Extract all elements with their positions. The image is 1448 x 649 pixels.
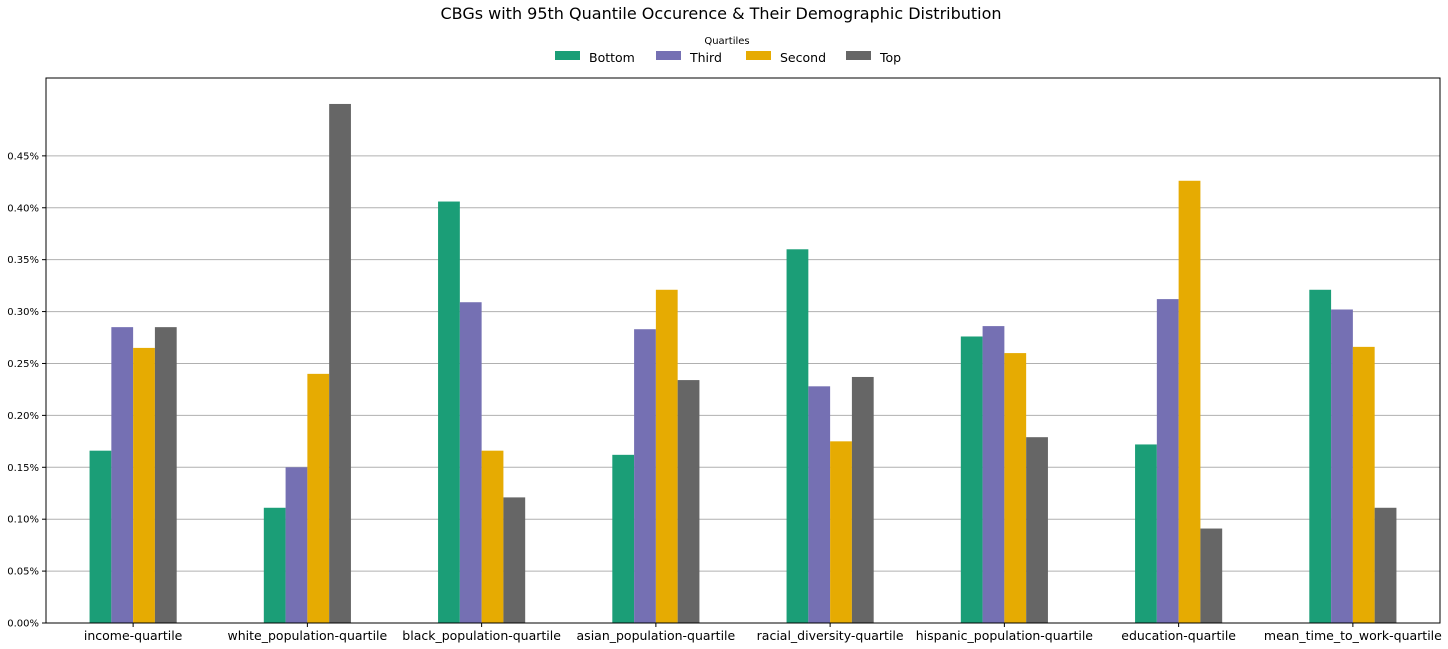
bar-top — [677, 380, 700, 623]
bar-bottom — [612, 454, 635, 623]
plot-frame — [45, 77, 1441, 624]
bar-third — [1156, 299, 1179, 623]
bar-top — [851, 376, 874, 623]
legend-swatch-second — [746, 51, 771, 60]
x-tick-label: asian_population-quartile — [577, 628, 736, 643]
legend-swatch-top — [846, 51, 871, 60]
bar-third — [982, 326, 1005, 623]
y-tick-label: 0.15% — [7, 463, 39, 474]
bar-third — [459, 302, 482, 623]
legend-label-third: Third — [689, 50, 722, 65]
bar-top — [503, 497, 526, 623]
y-tick-label: 0.05% — [7, 567, 39, 578]
bar-top — [154, 327, 177, 623]
y-gridlines — [46, 155, 1440, 572]
bar-top — [1374, 507, 1397, 623]
bar-bottom — [960, 336, 983, 623]
legend: Quartiles Bottom Third Second Top — [555, 36, 901, 65]
x-tick-label: black_population-quartile — [402, 628, 561, 643]
x-tick-label: income-quartile — [84, 628, 183, 643]
y-tick-label: 0.25% — [7, 359, 39, 370]
legend-label-second: Second — [780, 50, 826, 65]
bar-second — [830, 441, 852, 623]
bar-top — [1200, 528, 1223, 623]
bar-bottom — [786, 249, 809, 624]
bar-second — [655, 289, 678, 623]
bar-bottom — [438, 201, 460, 624]
y-tick-label: 0.40% — [7, 203, 39, 214]
bar-bottom — [1309, 289, 1332, 623]
bar-third — [285, 467, 308, 623]
x-tick-label: racial_diversity-quartile — [757, 628, 904, 643]
x-tick-label: white_population-quartile — [228, 628, 388, 643]
x-axis: income-quartile white_population-quartile… — [84, 623, 1442, 643]
bar-second — [481, 450, 504, 623]
bar-top — [329, 103, 351, 623]
bar-third — [111, 327, 134, 623]
bar-top — [1026, 437, 1048, 623]
x-tick-label: hispanic_population-quartile — [916, 628, 1094, 643]
bar-second — [1178, 180, 1201, 623]
bar-second — [1352, 346, 1375, 623]
bar-second — [1004, 353, 1027, 623]
y-tick-label: 0.30% — [7, 307, 39, 318]
y-axis: 0.00% 0.05% 0.10% 0.15% 0.20% 0.25% 0.30% 0.35%… — [7, 151, 46, 630]
legend-label-bottom: Bottom — [589, 50, 635, 65]
legend-title: Quartiles — [704, 36, 749, 47]
x-tick-label: mean_time_to_work-quartile — [1264, 628, 1442, 643]
bars — [89, 103, 1397, 624]
y-tick-label: 0.35% — [7, 255, 39, 266]
legend-label-top: Top — [879, 50, 901, 65]
legend-swatch-bottom — [555, 51, 580, 60]
bar-second — [133, 347, 155, 623]
bar-bottom — [1135, 444, 1157, 623]
bar-third — [808, 386, 831, 623]
bar-bottom — [263, 507, 286, 623]
chart-title: CBGs with 95th Quantile Occurence & Thei… — [440, 4, 1001, 23]
bar-third — [1331, 309, 1353, 623]
x-tick-label: education-quartile — [1121, 628, 1236, 643]
y-tick-label: 0.20% — [7, 411, 39, 422]
y-tick-label: 0.45% — [7, 151, 39, 162]
y-tick-label: 0.00% — [7, 619, 39, 630]
bar-second — [307, 373, 330, 623]
legend-swatch-third — [656, 51, 681, 60]
bar-third — [634, 329, 656, 623]
y-tick-label: 0.10% — [7, 515, 39, 526]
bar-bottom — [89, 450, 112, 623]
